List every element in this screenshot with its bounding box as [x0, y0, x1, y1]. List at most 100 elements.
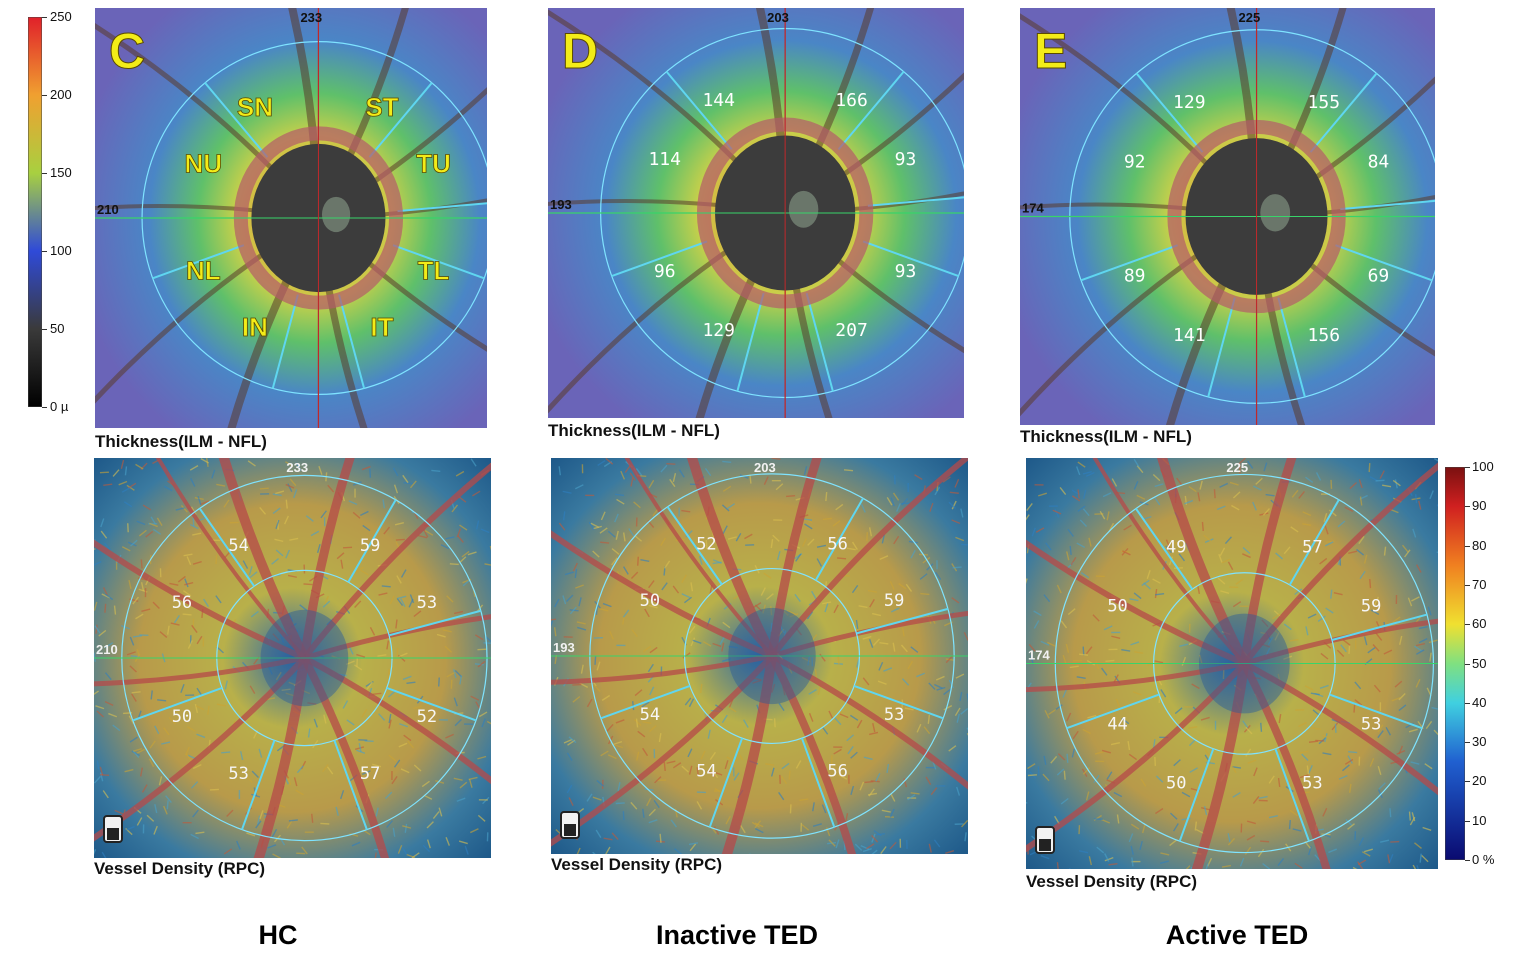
- sector-density-value: 53: [417, 593, 437, 613]
- density-color-scale-tick-label: 90: [1472, 498, 1487, 514]
- density-color-scale-tick-label: 40: [1472, 694, 1487, 710]
- sector-density-value: 59: [360, 536, 380, 556]
- vessel-density-caption: Vessel Density (RPC): [1026, 872, 1198, 891]
- scan-device-icon: [560, 811, 580, 839]
- panel-letter: D: [562, 23, 598, 79]
- sector-thickness-value: 129: [702, 320, 735, 341]
- density-color-scale-tick-label: 60: [1472, 616, 1487, 632]
- density-color-scale-tick-mark: [1465, 860, 1470, 861]
- sector-density-value: 53: [1302, 773, 1322, 793]
- edge-value-top: 233: [300, 10, 322, 25]
- vessel-density-panel: 233 210 54 59 56 53 50 52 53 57: [94, 458, 491, 858]
- scan-device-icon: [103, 815, 123, 843]
- sector-thickness-value: 93: [895, 149, 917, 170]
- density-color-scale-tick-label: 80: [1472, 537, 1487, 553]
- density-color-scale-tick-label: 70: [1472, 576, 1487, 592]
- sector-thickness-value: 144: [702, 90, 735, 111]
- optic-cup: [1260, 194, 1291, 232]
- retinal-vessels: [94, 458, 491, 858]
- density-color-scale-tick-mark: [1465, 506, 1470, 508]
- density-color-scale-tick-mark: [1465, 545, 1470, 547]
- edge-value-left: 193: [553, 640, 575, 655]
- thickness-map-panel: D 203 193 144 166 114 93 96 93 129 207: [548, 8, 964, 418]
- sector-density-value: 53: [1361, 715, 1381, 735]
- sector-thickness-value: 156: [1308, 325, 1341, 346]
- thickness-color-scale-tick-mark: [42, 173, 47, 174]
- density-color-scale-tick-label: 30: [1472, 734, 1487, 750]
- retinal-vessels: [1026, 458, 1438, 869]
- edge-value-left: 193: [550, 197, 572, 212]
- density-color-scale-tick-mark: [1465, 624, 1470, 626]
- sector-thickness-value: 129: [1173, 92, 1206, 113]
- density-color-scale-tick-mark: [1465, 584, 1470, 586]
- vessel-density-panel: 203 193 52 56 50 59 54 53 54 56: [551, 458, 968, 854]
- density-color-scale-tick-label: 20: [1472, 773, 1487, 789]
- edge-value-left: 174: [1028, 648, 1050, 663]
- vessel-density-caption: Vessel Density (RPC): [551, 855, 723, 874]
- sector-density-value: 44: [1107, 715, 1127, 735]
- sector-thickness-value: 69: [1368, 265, 1390, 286]
- sector-density-value: 53: [884, 705, 904, 725]
- sector-thickness-value: 84: [1368, 152, 1390, 173]
- sector-label: IN: [242, 312, 268, 342]
- sector-thickness-value: 141: [1173, 325, 1206, 346]
- group-label: Active TED: [1165, 920, 1309, 950]
- sector-density-value: 53: [228, 764, 248, 784]
- sector-density-value: 56: [827, 762, 847, 782]
- thickness-color-scale-tick-label: 50: [50, 321, 65, 336]
- sector-density-value: 49: [1166, 538, 1186, 558]
- retinal-vessels: [551, 458, 968, 854]
- sector-thickness-value: 114: [648, 149, 681, 170]
- sector-density-value: 59: [884, 591, 904, 611]
- optic-cup: [321, 196, 351, 233]
- edge-value-left: 174: [1022, 201, 1044, 216]
- thickness-color-scale-tick-label: 150: [50, 165, 72, 180]
- thickness-color-scale-tick-mark: [42, 95, 47, 96]
- sector-thickness-value: 93: [895, 261, 917, 282]
- sector-density-value: 59: [1361, 596, 1381, 616]
- sector-density-value: 54: [228, 536, 248, 556]
- sector-thickness-value: 92: [1124, 152, 1146, 173]
- optic-cup: [788, 190, 819, 228]
- density-color-scale-tick-mark: [1465, 742, 1470, 744]
- optic-disc-area: [1198, 613, 1290, 714]
- sector-label: TL: [418, 256, 450, 286]
- optic-disc-area: [260, 609, 349, 707]
- sector-label: ST: [365, 92, 398, 122]
- sector-density-value: 57: [1302, 538, 1322, 558]
- thickness-map-panel: E 225 174 129 155 92 84 89 69 141 156: [1020, 8, 1435, 425]
- density-color-scale-tick-mark: [1465, 820, 1470, 822]
- density-color-scale-tick-mark: [1465, 702, 1470, 704]
- thickness-color-scale-tick-label: 250: [50, 9, 72, 24]
- sector-density-value: 50: [1166, 773, 1186, 793]
- sector-thickness-value: 166: [835, 90, 868, 111]
- edge-value-top: 233: [286, 460, 308, 475]
- density-color-scale-tick-label: 10: [1472, 812, 1487, 828]
- sector-density-value: 54: [696, 762, 716, 782]
- density-color-scale-tick-mark: [1465, 781, 1470, 783]
- density-color-scale-tick-label: 0 %: [1472, 852, 1495, 867]
- sector-thickness-value: 155: [1308, 92, 1341, 113]
- sector-density-value: 52: [417, 707, 437, 727]
- sector-label: SN: [237, 92, 273, 122]
- thickness-map-panel: C 233 210 SN ST NU TU NL TL IN IT: [95, 8, 487, 428]
- sector-label: NL: [186, 256, 221, 286]
- sector-thickness-value: 89: [1124, 265, 1146, 286]
- sector-thickness-value: 207: [835, 320, 868, 341]
- density-color-scale-tick-label: 50: [1472, 655, 1487, 671]
- panel-letter: E: [1034, 23, 1067, 79]
- edge-value-top: 225: [1239, 10, 1261, 25]
- optic-disc-area: [728, 607, 816, 705]
- sector-density-value: 56: [827, 534, 847, 554]
- edge-value-left: 210: [96, 642, 118, 657]
- thickness-color-scale-tick-label: 200: [50, 87, 72, 102]
- density-color-scale-tick-mark: [1465, 663, 1470, 665]
- scan-device-icon: [1035, 826, 1055, 854]
- thickness-color-scale-tick-label: 100: [50, 243, 72, 258]
- thickness-caption: Thickness(ILM - NFL): [548, 421, 720, 440]
- panel-letter: C: [109, 23, 145, 79]
- thickness-caption: Thickness(ILM - NFL): [1020, 427, 1192, 446]
- sector-density-value: 50: [640, 591, 660, 611]
- thickness-color-scale-tick-mark: [42, 17, 47, 18]
- sector-density-value: 50: [172, 707, 192, 727]
